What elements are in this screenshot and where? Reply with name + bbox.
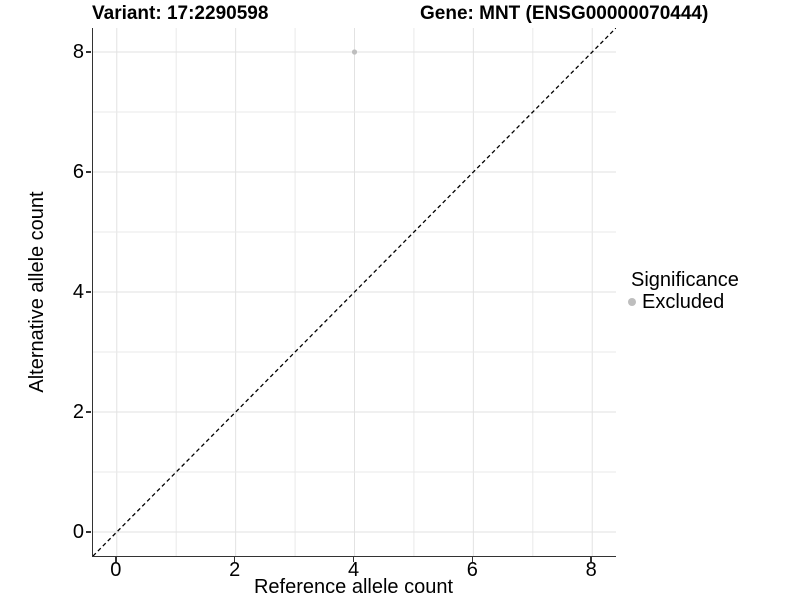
- x-tick-mark-8: [590, 557, 592, 562]
- y-tick-label-8: 8: [72, 41, 84, 63]
- x-tick-label-6: 6: [466, 559, 478, 581]
- legend-title: Significance: [631, 269, 739, 291]
- x-tick-mark-4: [352, 557, 355, 562]
- y-tick-label-4: 4: [72, 281, 84, 303]
- legend-entry-excluded: Excluded: [628, 291, 739, 313]
- x-tick-mark-2: [233, 557, 236, 562]
- x-tick-mark-6: [471, 557, 474, 562]
- x-tick-label-2: 2: [229, 559, 241, 581]
- plot-title-gene: Gene: MNT (ENSG00000070444): [420, 3, 709, 24]
- x-axis-title: Reference allele count: [253, 576, 453, 598]
- y-tick-label-0: 0: [72, 521, 84, 543]
- y-tick-mark-2: [86, 411, 91, 413]
- y-axis-title: Alternative allele count: [26, 191, 48, 393]
- legend-entry-label: Excluded: [642, 291, 725, 313]
- y-tick-label-2: 2: [72, 401, 84, 423]
- y-tick-mark-4: [86, 291, 91, 293]
- identity-line: [93, 28, 616, 556]
- x-tick-label-0: 0: [110, 559, 122, 581]
- x-tick-mark-0: [115, 557, 117, 562]
- legend: Significance Excluded: [628, 269, 739, 313]
- y-tick-mark-8: [86, 51, 91, 53]
- excluded-point-icon: [628, 298, 636, 306]
- y-tick-mark-6: [86, 171, 91, 173]
- y-tick-label-6: 6: [72, 161, 84, 183]
- x-tick-label-8: 8: [585, 559, 597, 581]
- plot-panel: [92, 28, 616, 557]
- y-tick-mark-0: [86, 531, 91, 533]
- x-tick-label-4: 4: [347, 559, 360, 581]
- data-point-excluded: [351, 49, 358, 55]
- plot-title-variant: Variant: 17:2290598: [92, 3, 269, 24]
- plot-canvas: [93, 28, 616, 556]
